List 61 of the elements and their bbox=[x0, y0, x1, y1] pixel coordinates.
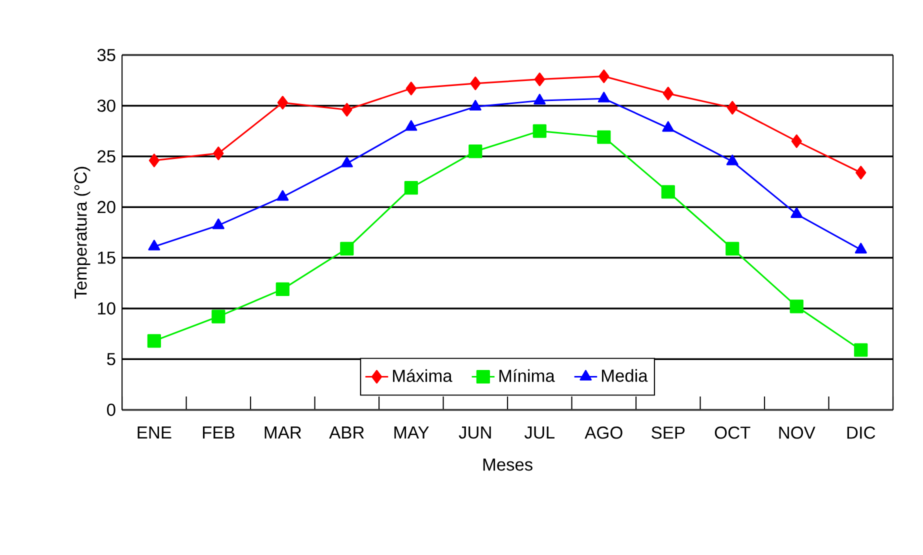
point bbox=[276, 190, 289, 201]
point bbox=[598, 92, 610, 102]
point bbox=[790, 300, 804, 314]
point bbox=[340, 242, 354, 256]
x-tick-label: SEP bbox=[652, 426, 685, 439]
point bbox=[856, 166, 866, 180]
point bbox=[661, 185, 675, 199]
point bbox=[854, 242, 867, 254]
point bbox=[468, 144, 482, 158]
y-axis-title: Temperatura (°C) bbox=[74, 166, 90, 299]
x-tick-label: DIC bbox=[847, 426, 876, 439]
point bbox=[532, 124, 546, 138]
x-tick-label: OCT bbox=[714, 426, 750, 439]
point bbox=[727, 100, 738, 115]
point bbox=[212, 218, 224, 230]
point bbox=[726, 154, 738, 166]
point bbox=[469, 100, 482, 111]
point bbox=[854, 343, 868, 357]
x-tick-label: AGO bbox=[584, 426, 622, 439]
point bbox=[342, 103, 352, 117]
point bbox=[597, 130, 611, 144]
point bbox=[790, 207, 803, 218]
point bbox=[791, 134, 802, 148]
point bbox=[277, 96, 288, 110]
x-tick-label: JUN bbox=[458, 426, 491, 439]
point bbox=[404, 181, 418, 195]
y-tick-label: 15 bbox=[98, 252, 116, 264]
point bbox=[726, 242, 740, 256]
y-tick-label: 5 bbox=[107, 353, 116, 366]
legend-label: Media bbox=[602, 369, 648, 382]
x-axis-title: Meses bbox=[483, 458, 532, 471]
point bbox=[212, 310, 226, 324]
x-tick-label: ENE bbox=[138, 426, 172, 439]
x-tick-label: JUL bbox=[524, 426, 554, 439]
point bbox=[147, 334, 161, 348]
point bbox=[598, 70, 610, 84]
x-tick-label: NOV bbox=[779, 426, 816, 439]
y-tick-label: 35 bbox=[97, 48, 116, 62]
legend-label: Máxima bbox=[393, 369, 452, 382]
y-tick-label: 0 bbox=[107, 404, 116, 416]
point bbox=[148, 154, 160, 168]
y-tick-label: 10 bbox=[98, 302, 116, 315]
x-tick-label: MAR bbox=[264, 426, 302, 439]
y-tick-label: 25 bbox=[98, 150, 116, 163]
y-tick-label: 20 bbox=[98, 200, 116, 214]
point bbox=[470, 76, 481, 90]
point bbox=[406, 82, 416, 96]
point bbox=[662, 86, 674, 100]
point bbox=[662, 121, 674, 132]
x-tick-label: FEB bbox=[202, 426, 234, 439]
point bbox=[276, 282, 290, 296]
point bbox=[534, 94, 546, 104]
point bbox=[340, 156, 353, 168]
point bbox=[213, 146, 224, 160]
x-tick-label: ABR bbox=[329, 426, 364, 439]
y-tick-label: 30 bbox=[97, 100, 116, 112]
point bbox=[405, 120, 418, 131]
point bbox=[148, 240, 160, 250]
point bbox=[534, 72, 545, 86]
legend-label: Mínima bbox=[499, 369, 555, 382]
x-tick-label: MAY bbox=[394, 426, 429, 439]
